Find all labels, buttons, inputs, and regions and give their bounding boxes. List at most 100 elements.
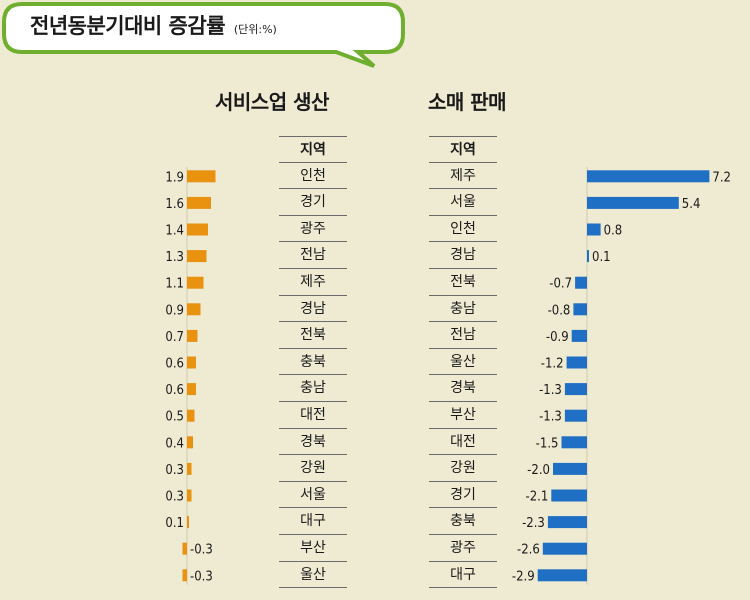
retail-bar <box>551 489 587 502</box>
region-label: 서울 <box>429 189 497 216</box>
region-header: 지역 <box>279 136 347 163</box>
chart-title: 전년동분기대비 증감률 (단위:%) <box>30 10 277 40</box>
region-label: 제주 <box>429 163 497 190</box>
retail-value-label: -1.3 <box>539 383 562 398</box>
service-bar <box>182 542 187 555</box>
service-value-label: -0.3 <box>190 569 213 584</box>
retail-section-title: 소매 판매 <box>428 90 507 114</box>
region-label: 전남 <box>429 322 497 349</box>
title-text: 전년동분기대비 증감률 <box>30 14 226 38</box>
service-bar <box>187 303 201 316</box>
retail-value-label: -0.9 <box>546 330 569 345</box>
region-label: 경남 <box>279 296 347 323</box>
retail-value-label: -2.6 <box>517 543 540 558</box>
service-bar <box>182 569 187 582</box>
retail-bar <box>571 329 587 342</box>
region-label: 인천 <box>429 216 497 243</box>
region-header: 지역 <box>429 136 497 163</box>
retail-bar <box>575 276 587 289</box>
retail-bar <box>564 409 587 422</box>
region-label: 전남 <box>279 242 347 269</box>
service-value-label: 0.1 <box>165 516 184 531</box>
service-bar <box>187 516 189 529</box>
retail-value-label: -0.8 <box>548 303 571 318</box>
retail-value-label: -0.7 <box>549 277 572 292</box>
service-value-label: 0.6 <box>165 383 184 398</box>
service-value-label: 1.1 <box>165 277 184 292</box>
region-label: 울산 <box>429 349 497 376</box>
service-bar <box>187 276 204 289</box>
service-value-label: 0.9 <box>165 303 184 318</box>
retail-bar <box>553 462 587 475</box>
region-label: 대구 <box>279 508 347 535</box>
retail-value-label: -2.3 <box>522 516 545 531</box>
region-label: 경기 <box>429 482 497 509</box>
service-value-label: -0.3 <box>190 543 213 558</box>
service-value-label: 1.6 <box>165 197 184 212</box>
region-label: 제주 <box>279 269 347 296</box>
region-label: 강원 <box>279 455 347 482</box>
service-bar <box>187 170 216 183</box>
region-label: 울산 <box>279 562 347 589</box>
region-label: 대전 <box>429 429 497 456</box>
region-label: 충북 <box>279 349 347 376</box>
service-section-title: 서비스업 생산 <box>215 90 329 114</box>
region-label: 전북 <box>429 269 497 296</box>
service-bar <box>187 223 208 236</box>
region-label: 경북 <box>429 375 497 402</box>
service-bar <box>187 329 198 342</box>
service-bar <box>187 250 207 263</box>
retail-value-label: 5.4 <box>682 197 701 212</box>
retail-bar <box>587 250 589 263</box>
region-label: 부산 <box>279 535 347 562</box>
unit-label: (단위:%) <box>233 23 277 36</box>
service-value-label: 1.3 <box>165 250 184 265</box>
retail-bar <box>587 223 601 236</box>
retail-bar <box>537 569 587 582</box>
retail-bar <box>566 356 587 369</box>
region-label: 인천 <box>279 163 347 190</box>
retail-bar <box>587 170 710 183</box>
region-label: 광주 <box>429 535 497 562</box>
region-label: 강원 <box>429 455 497 482</box>
retail-value-label: 7.2 <box>712 170 731 185</box>
service-value-label: 0.4 <box>165 436 184 451</box>
retail-bar <box>587 196 679 209</box>
region-label: 전북 <box>279 322 347 349</box>
region-label: 대전 <box>279 402 347 429</box>
service-bar <box>187 196 211 209</box>
service-value-label: 0.6 <box>165 357 184 372</box>
retail-value-label: 0.1 <box>592 250 611 265</box>
retail-bar <box>573 303 587 316</box>
region-label: 서울 <box>279 482 347 509</box>
service-value-label: 1.9 <box>165 170 184 185</box>
region-label: 대구 <box>429 562 497 589</box>
region-label: 부산 <box>429 402 497 429</box>
retail-bar <box>561 436 587 449</box>
retail-value-label: -2.0 <box>527 463 550 478</box>
retail-value-label: -2.9 <box>512 569 535 584</box>
service-bar <box>187 489 192 502</box>
region-label: 경기 <box>279 189 347 216</box>
service-bar <box>187 462 192 475</box>
region-label: 경남 <box>429 242 497 269</box>
retail-bar <box>542 542 587 555</box>
retail-value-label: -1.2 <box>541 357 564 372</box>
region-label: 충남 <box>429 296 497 323</box>
service-bar <box>187 383 196 396</box>
service-bar <box>187 356 196 369</box>
service-value-label: 0.7 <box>165 330 184 345</box>
retail-value-label: -1.3 <box>539 410 562 425</box>
retail-bar <box>547 516 587 529</box>
service-bar <box>187 436 193 449</box>
service-value-label: 0.3 <box>165 490 184 505</box>
retail-value-label: 0.8 <box>604 224 623 239</box>
service-region-column: 지역 인천 경기 광주 전남 제주 경남 전북 충북 충남 대전 경북 강원 서울 대구 부산 울산 <box>279 136 347 589</box>
retail-bar <box>564 383 587 396</box>
region-label: 경북 <box>279 429 347 456</box>
region-label: 충남 <box>279 375 347 402</box>
retail-region-column: 지역 제주 서울 인천 경남 전북 충남 전남 울산 경북 부산 대전 강원 경기 충북 광주 대구 <box>429 136 497 589</box>
